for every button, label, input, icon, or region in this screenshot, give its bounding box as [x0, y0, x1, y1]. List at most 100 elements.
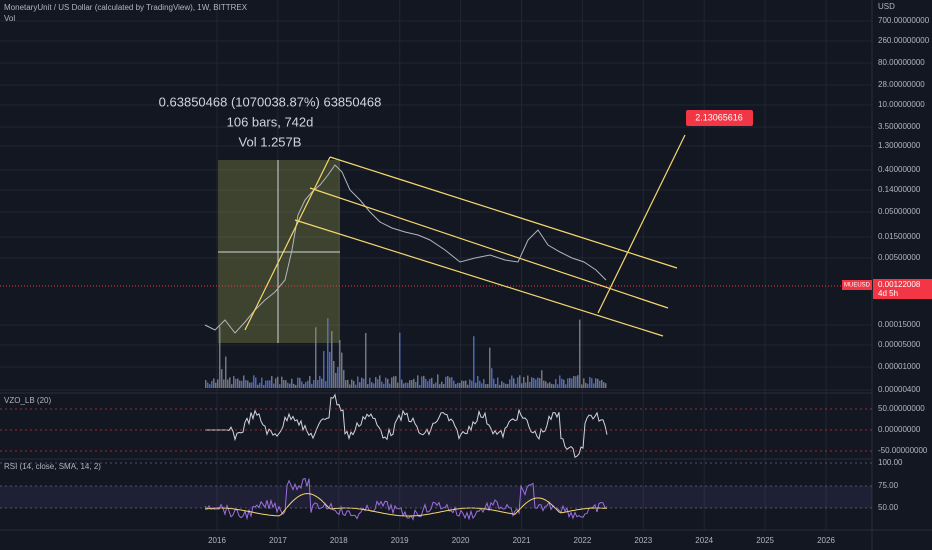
volume-bar [271, 376, 273, 388]
volume-bar [205, 380, 207, 388]
price-tag [873, 279, 932, 299]
volume-bar [511, 375, 513, 388]
price-axis-label: 0.00500000 [878, 253, 921, 262]
volume-bar [261, 377, 263, 388]
volume-bar [371, 382, 373, 388]
volume-bar [379, 375, 381, 388]
volume-bar [433, 383, 435, 388]
price-axis-label: 80.00000000 [878, 58, 925, 67]
volume-bar [535, 379, 537, 388]
volume-bar [273, 383, 275, 388]
volume-bar [235, 378, 237, 388]
volume-bar [445, 376, 447, 388]
volume-bar [249, 382, 251, 388]
time-axis-label: 2017 [269, 536, 287, 545]
volume-bar [551, 383, 553, 388]
volume-bar [515, 383, 517, 388]
price-axis-label: 28.00000000 [878, 80, 925, 89]
volume-bar [409, 380, 411, 388]
volume-bar [239, 380, 241, 388]
volume-bar [255, 377, 257, 388]
volume-bar [439, 384, 441, 388]
vzo-axis-label: 0.00000000 [878, 425, 921, 434]
volume-bar [571, 378, 573, 388]
volume-bar [391, 377, 393, 388]
price-axis-label: 0.00001000 [878, 362, 921, 371]
volume-bar [313, 380, 315, 388]
rsi-title: RSI (14, close, SMA, 14, 2) [4, 462, 101, 471]
volume-bar [597, 378, 599, 388]
volume-bar [367, 384, 369, 388]
rsi-axis-label: 50.00 [878, 503, 899, 512]
volume-bar [279, 384, 281, 388]
volume-bar [403, 383, 405, 388]
rise-line [244, 156, 331, 331]
volume-bar [421, 376, 423, 388]
price-label: 0.00122008 [878, 280, 921, 289]
volume-bar [247, 380, 249, 388]
volume-bar [323, 350, 325, 388]
price-axis-label: 260.00000000 [878, 36, 930, 45]
channel-top [329, 156, 678, 269]
volume-bar [281, 376, 283, 388]
volume-bar [401, 379, 403, 388]
volume-bar [491, 368, 493, 388]
volume-bar [589, 376, 591, 388]
volume-bar [473, 336, 475, 388]
volume-bar [393, 376, 395, 388]
volume-bar [507, 384, 509, 388]
volume-bar [301, 381, 303, 388]
countdown-label: 4d 5h [878, 289, 898, 298]
volume-bar [443, 383, 445, 388]
volume-bar [453, 380, 455, 388]
volume-bar [227, 379, 229, 388]
volume-bar [213, 378, 215, 388]
volume-bar [289, 383, 291, 388]
volume-bar [489, 347, 491, 388]
volume-bar [217, 379, 219, 388]
volume-bar [487, 384, 489, 388]
vzo-axis-label: 50.00000000 [878, 404, 925, 413]
volume-bar [567, 378, 569, 388]
volume-bar [503, 382, 505, 388]
volume-bar [601, 379, 603, 388]
volume-bar [241, 380, 243, 388]
currency-label: USD [878, 2, 895, 11]
volume-bar [463, 381, 465, 388]
volume-bar [211, 380, 213, 388]
volume-bar [209, 384, 211, 388]
volume-bar [471, 380, 473, 388]
volume-bar [575, 376, 577, 388]
chart-title: MonetaryUnit / US Dollar (calculated by … [4, 3, 248, 12]
volume-bar [605, 383, 607, 388]
volume-bar [481, 383, 483, 388]
volume-bar [383, 383, 385, 388]
volume-bar [321, 378, 323, 388]
volume-bar [377, 379, 379, 388]
volume-bar [545, 381, 547, 388]
volume-bar [459, 382, 461, 388]
vzo-title: VZO_LB (20) [4, 396, 51, 405]
rsi-axis-label: 75.00 [878, 481, 899, 490]
volume-bar [427, 381, 429, 388]
volume-bar [309, 375, 311, 388]
vzo-series [205, 393, 608, 458]
price-axis-label: 1.30000000 [878, 141, 921, 150]
volume-bar [277, 376, 279, 388]
volume-bar [415, 381, 417, 388]
volume-bar [521, 383, 523, 388]
volume-bar [429, 379, 431, 388]
volume-bar [221, 369, 223, 388]
volume-bar [451, 377, 453, 388]
volume-bar [389, 383, 391, 388]
volume-bar [517, 377, 519, 388]
price-axis-label: 0.14000000 [878, 185, 921, 194]
volume-bar [319, 375, 321, 388]
measure-volume: Vol 1.257B [239, 134, 302, 149]
volume-bar [591, 378, 593, 388]
rsi-band [0, 486, 872, 508]
channel-bottom [294, 219, 664, 337]
volume-bar [497, 377, 499, 388]
volume-bar [405, 382, 407, 388]
